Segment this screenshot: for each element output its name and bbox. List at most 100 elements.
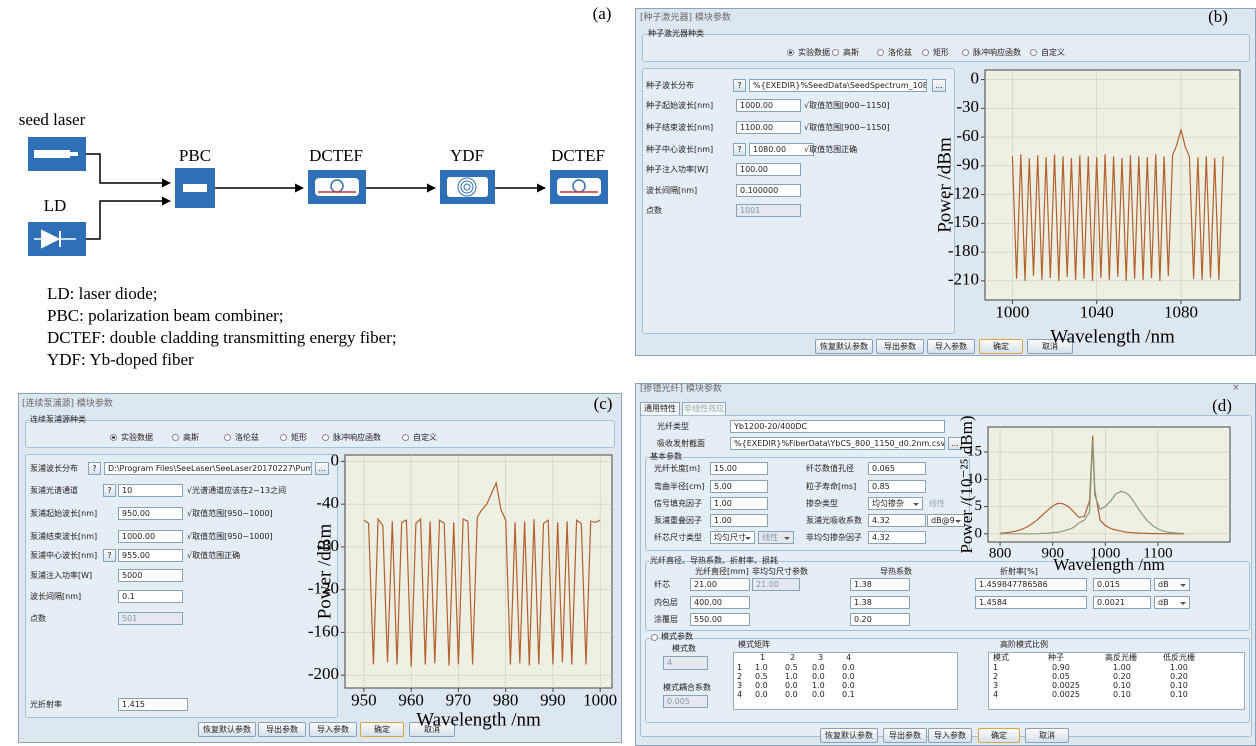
browse-button[interactable]: ... xyxy=(932,79,946,92)
dialog-title: [掺镱光纤] 模块参数 xyxy=(640,383,722,395)
icon xyxy=(70,152,78,156)
input[interactable]: 400.00 xyxy=(690,596,750,609)
input[interactable]: 1.38 xyxy=(850,578,910,591)
field-label: 泵浦注入功率[W] xyxy=(30,570,92,582)
help-button[interactable]: ? xyxy=(103,549,116,562)
radio[interactable] xyxy=(832,49,839,56)
tab[interactable]: 通用特性 xyxy=(640,402,680,416)
column-header: 折射率[%] xyxy=(1000,566,1038,578)
button[interactable]: 导入参数 xyxy=(928,728,972,743)
select[interactable]: dB@9 xyxy=(927,514,965,527)
button[interactable]: 确定 xyxy=(978,728,1020,743)
input[interactable]: 955.00 xyxy=(118,549,183,562)
button[interactable]: 确定 xyxy=(360,722,404,737)
input[interactable]: 1.00 xyxy=(710,497,768,510)
radio[interactable] xyxy=(877,49,884,56)
input[interactable]: 1.38 xyxy=(850,596,910,609)
select[interactable]: dB xyxy=(1154,578,1190,591)
input[interactable]: 1000.00 xyxy=(736,99,801,112)
input[interactable]: 1.459847786586 xyxy=(975,578,1087,591)
input[interactable]: 100.00 xyxy=(736,163,801,176)
field-label: 泵浦波长分布 xyxy=(30,463,78,475)
button[interactable]: 导出参数 xyxy=(883,728,927,743)
block xyxy=(28,137,86,171)
radio[interactable] xyxy=(962,49,969,56)
field-label: 泵浦重叠因子 xyxy=(654,515,702,527)
radio[interactable] xyxy=(402,434,409,441)
radio[interactable] xyxy=(110,434,117,441)
panel-label: (a) xyxy=(593,4,612,23)
help-button[interactable]: ? xyxy=(733,79,746,92)
checkbox[interactable] xyxy=(651,634,658,641)
button[interactable]: 恢复默认参数 xyxy=(198,722,256,737)
input[interactable]: 0.20 xyxy=(850,613,910,626)
input[interactable]: 1.415 xyxy=(118,698,188,711)
button[interactable]: 导出参数 xyxy=(258,722,306,737)
input[interactable]: %{EXEDIR}%FiberData\YbCS_800_1150_d0.2nm… xyxy=(730,437,945,450)
browse-button[interactable]: ... xyxy=(948,437,962,450)
input[interactable]: 550.00 xyxy=(690,613,750,626)
input[interactable]: 1000.00 xyxy=(118,530,183,543)
radio-label: 矩形 xyxy=(933,47,949,59)
input[interactable]: 950.00 xyxy=(118,507,183,520)
button[interactable]: 恢复默认参数 xyxy=(815,339,873,354)
button[interactable]: 取消 xyxy=(1027,339,1073,354)
radio[interactable] xyxy=(224,434,231,441)
button[interactable]: 导出参数 xyxy=(876,339,924,354)
field-note: √取值范围正确 xyxy=(187,550,240,562)
field-label: 波长间隔[nm] xyxy=(30,591,81,603)
input[interactable]: D:\Program Files\SeeLaser\SeeLaser201702… xyxy=(104,462,312,475)
input[interactable]: 0.1 xyxy=(118,590,183,603)
radio[interactable] xyxy=(172,434,179,441)
input[interactable]: 4.32 xyxy=(868,531,926,544)
radio[interactable] xyxy=(1030,49,1037,56)
input[interactable]: 0.015 xyxy=(1093,578,1151,591)
help-button[interactable]: ? xyxy=(733,143,746,156)
table-cell: 0.0 xyxy=(755,689,768,701)
radio[interactable] xyxy=(787,49,794,56)
input[interactable]: 1.4584 xyxy=(975,596,1087,609)
connector xyxy=(86,154,170,183)
input[interactable]: 5000 xyxy=(118,569,183,582)
help-button[interactable]: ? xyxy=(103,484,116,497)
column-header: 光纤直径[mm] xyxy=(695,566,749,578)
input[interactable]: 15.00 xyxy=(710,462,768,475)
button[interactable]: 导入参数 xyxy=(309,722,357,737)
icon xyxy=(183,184,207,192)
input[interactable]: Yb1200-20/400DC xyxy=(730,420,945,433)
input[interactable]: 0.100000 xyxy=(736,184,801,197)
button[interactable]: 确定 xyxy=(979,339,1023,354)
input: 0.005 xyxy=(663,695,708,708)
node-label: LD xyxy=(44,196,67,215)
input[interactable]: 0.85 xyxy=(868,480,926,493)
input[interactable]: 1.00 xyxy=(710,514,768,527)
button[interactable]: 取消 xyxy=(1025,728,1069,743)
select[interactable]: dB xyxy=(1154,596,1190,609)
radio[interactable] xyxy=(280,434,287,441)
radio[interactable] xyxy=(322,434,329,441)
legend-line: YDF: Yb-doped fiber xyxy=(47,350,194,369)
tab[interactable]: 非线性效应 xyxy=(682,402,726,416)
input[interactable]: 0.0021 xyxy=(1093,596,1151,609)
input[interactable]: 1100.00 xyxy=(736,121,801,134)
input[interactable]: 均匀掺杂 xyxy=(868,497,923,510)
input[interactable]: 10 xyxy=(118,484,183,497)
input[interactable]: 0.065 xyxy=(868,462,926,475)
browse-button[interactable]: ... xyxy=(315,462,329,475)
radio-label: 自定义 xyxy=(413,432,437,444)
button[interactable]: 恢复默认参数 xyxy=(820,728,878,743)
radio[interactable] xyxy=(922,49,929,56)
input[interactable]: %{EXEDIR}%SeedData\SeedSpectrum_1080.csv xyxy=(749,79,927,92)
field-label: 泵浦中心波长[nm] xyxy=(30,550,97,562)
button[interactable]: 取消 xyxy=(409,722,455,737)
field-label: 种子注入功率[W] xyxy=(646,164,708,176)
field-label: 模式耦合系数 xyxy=(663,682,711,694)
input[interactable]: 21.00 xyxy=(690,578,750,591)
button[interactable]: 导入参数 xyxy=(927,339,975,354)
legend-line: LD: laser diode; xyxy=(47,284,157,303)
input[interactable]: 均匀尺寸 xyxy=(710,531,755,544)
input[interactable]: 4.32 xyxy=(868,514,926,527)
help-button[interactable]: ? xyxy=(88,462,101,475)
field-label: 吸收发射截面 xyxy=(657,438,705,450)
input[interactable]: 5.00 xyxy=(710,480,768,493)
